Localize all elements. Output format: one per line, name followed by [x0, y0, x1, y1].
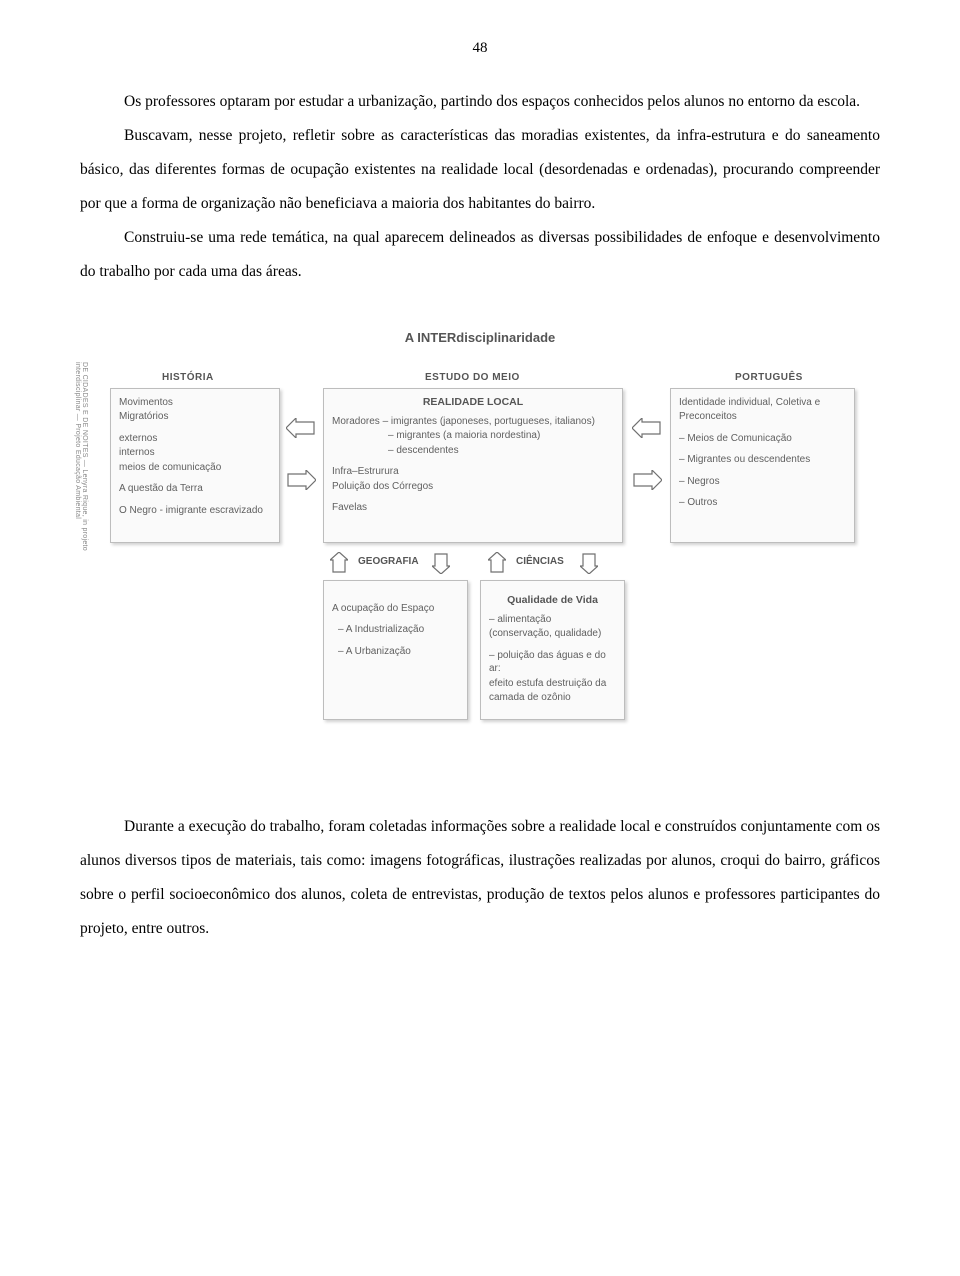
geografia-l3: – A Urbanização	[332, 645, 459, 659]
box-portugues: Identidade individual, Coletiva e Precon…	[670, 388, 855, 543]
ciencias-l3: – poluição das águas e do ar:	[489, 649, 616, 676]
box-geografia: A ocupação do Espaço – A Industrializaçã…	[323, 580, 468, 720]
historia-l1: Movimentos	[119, 396, 271, 410]
historia-l6: A questão da Terra	[119, 482, 271, 496]
arrow-left-1	[286, 418, 316, 438]
header-portugues: PORTUGUÊS	[735, 372, 803, 383]
paragraph-4: Durante a execução do trabalho, foram co…	[80, 810, 880, 946]
historia-l4: internos	[119, 446, 271, 460]
realidade-l2: – migrantes (a maioria nordestina)	[332, 429, 614, 443]
realidade-l5: Poluição dos Córregos	[332, 480, 614, 494]
header-estudo: ESTUDO DO MEIO	[425, 372, 520, 383]
arrow-up-cie	[488, 552, 506, 574]
portugues-l5: – Negros	[679, 475, 846, 489]
paragraph-1: Os professores optaram por estudar a urb…	[80, 85, 880, 119]
ciencias-l2: (conservação, qualidade)	[489, 627, 616, 641]
portugues-l4: – Migrantes ou descendentes	[679, 453, 846, 467]
historia-l7: O Negro - imigrante escravizado	[119, 504, 271, 518]
ciencias-title: Qualidade de Vida	[489, 593, 616, 607]
ciencias-l4: efeito estufa destruição da	[489, 677, 616, 691]
paragraph-2: Buscavam, nesse projeto, refletir sobre …	[80, 119, 880, 221]
header-historia: HISTÓRIA	[162, 372, 214, 383]
historia-l3: externos	[119, 432, 271, 446]
header-ciencias: CIÊNCIAS	[516, 556, 564, 567]
portugues-l6: – Outros	[679, 496, 846, 510]
geografia-l2: – A Industrialização	[332, 623, 459, 637]
realidade-l4: Infra–Estrurura	[332, 465, 614, 479]
arrow-left-2	[632, 418, 662, 438]
geografia-l1: A ocupação do Espaço	[332, 602, 459, 616]
realidade-l6: Favelas	[332, 501, 614, 515]
interdisciplinaridade-diagram: DE CIDADES E DE NOITES — Lenyra Rique, i…	[80, 330, 880, 770]
page-number: 48	[80, 40, 880, 57]
portugues-l2: Preconceitos	[679, 410, 846, 424]
header-geografia: GEOGRAFIA	[358, 556, 419, 567]
arrow-right-2	[632, 470, 662, 490]
diagram-side-note: DE CIDADES E DE NOITES — Lenyra Rique, i…	[74, 362, 88, 592]
box-ciencias: Qualidade de Vida – alimentação (conserv…	[480, 580, 625, 720]
realidade-l1: Moradores – imigrantes (japoneses, portu…	[332, 415, 614, 429]
box-realidade: REALIDADE LOCAL Moradores – imigrantes (…	[323, 388, 623, 543]
portugues-l1: Identidade individual, Coletiva e	[679, 396, 846, 410]
portugues-l3: – Meios de Comunicação	[679, 432, 846, 446]
realidade-l3: – descendentes	[332, 444, 614, 458]
arrow-right-1	[286, 470, 316, 490]
arrow-down-geo	[432, 552, 450, 574]
historia-l5: meios de comunicação	[119, 461, 271, 475]
historia-l2: Migratórios	[119, 410, 271, 424]
ciencias-l1: – alimentação	[489, 613, 616, 627]
arrow-down-cie	[580, 552, 598, 574]
paragraph-3: Construiu-se uma rede temática, na qual …	[80, 221, 880, 289]
arrow-up-geo	[330, 552, 348, 574]
realidade-title: REALIDADE LOCAL	[332, 395, 614, 409]
box-historia: Movimentos Migratórios externos internos…	[110, 388, 280, 543]
ciencias-l5: camada de ozônio	[489, 691, 616, 705]
diagram-title: A INTERdisciplinaridade	[80, 330, 880, 345]
